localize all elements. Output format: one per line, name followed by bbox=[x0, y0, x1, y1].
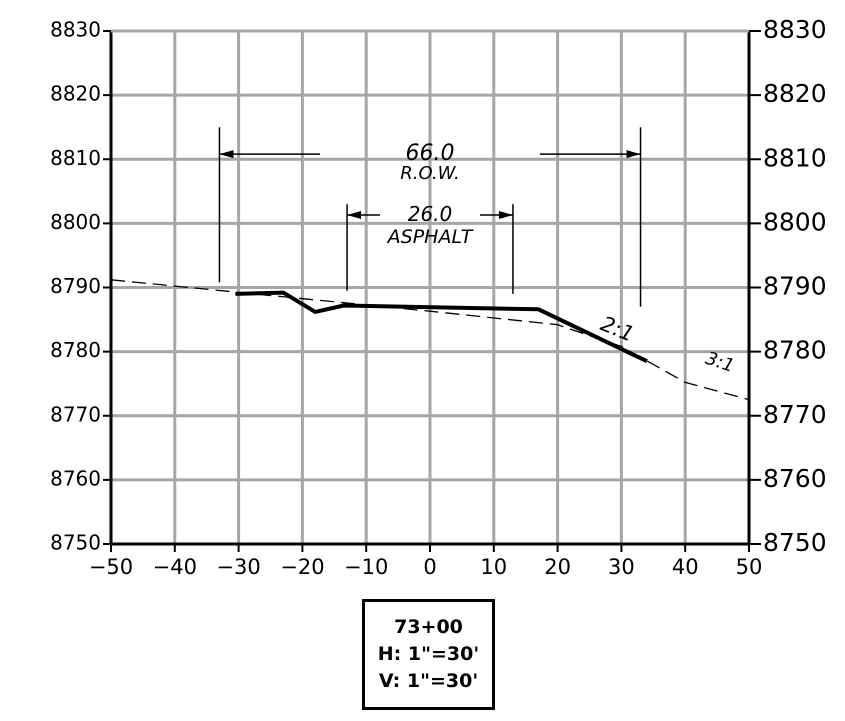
y-tick-label-left: 8800 bbox=[50, 210, 101, 234]
y-tick-label-right: 8830 bbox=[763, 15, 827, 44]
x-tick-label: 10 bbox=[480, 555, 507, 579]
y-tick-label-right: 8770 bbox=[763, 400, 827, 429]
x-tick-label: −40 bbox=[153, 555, 197, 579]
dimension-arrow-left bbox=[219, 150, 234, 159]
tick-labels: 8750 8750 8760 8760 8770 8770 8780 8780 8790 8790… bbox=[50, 15, 827, 579]
dimension-value: 66.0 bbox=[406, 141, 455, 166]
existing-ground-line bbox=[110, 279, 750, 401]
station-info-box: 73+00 H: 1"=30' V: 1"=30' bbox=[362, 599, 495, 710]
y-tick-label-left: 8760 bbox=[50, 466, 101, 490]
dimension-value: 26.0 bbox=[408, 202, 453, 226]
y-tick-label-left: 8820 bbox=[50, 82, 101, 106]
x-tick-label: −50 bbox=[89, 555, 133, 579]
grid bbox=[111, 31, 749, 544]
y-tick-label-right: 8820 bbox=[763, 79, 827, 108]
x-tick-label: −10 bbox=[344, 555, 388, 579]
y-tick-label-left: 8810 bbox=[50, 146, 101, 170]
plot-frame bbox=[103, 29, 761, 552]
dimension-label: ASPHALT bbox=[386, 226, 474, 248]
section-lines bbox=[110, 279, 750, 401]
x-tick-label: 30 bbox=[608, 555, 635, 579]
dimension-label: R.O.W. bbox=[400, 163, 459, 184]
station-label: 73+00 bbox=[394, 616, 463, 638]
y-tick-label-right: 8810 bbox=[763, 143, 827, 172]
dimension-arrow-right bbox=[498, 211, 513, 220]
x-tick-label: −20 bbox=[280, 555, 324, 579]
y-tick-label-left: 8780 bbox=[50, 338, 101, 362]
y-tick-label-left: 8830 bbox=[50, 18, 101, 42]
x-tick-label: 20 bbox=[544, 555, 571, 579]
slope-annotations: 2:13:1 bbox=[597, 312, 737, 377]
dimension-arrow-right bbox=[626, 150, 641, 159]
dimension-arrow-left bbox=[347, 211, 362, 220]
y-tick-label-right: 8780 bbox=[763, 336, 827, 365]
vertical-scale-label: V: 1"=30' bbox=[378, 670, 479, 692]
y-tick-label-right: 8790 bbox=[763, 272, 827, 301]
y-tick-label-left: 8750 bbox=[50, 531, 101, 555]
x-tick-label: 50 bbox=[736, 555, 763, 579]
y-tick-label-right: 8750 bbox=[763, 528, 827, 557]
y-tick-label-left: 8770 bbox=[50, 402, 101, 426]
y-tick-label-right: 8760 bbox=[763, 464, 827, 493]
horizontal-scale-label: H: 1"=30' bbox=[377, 643, 480, 665]
y-tick-label-left: 8790 bbox=[50, 274, 101, 298]
x-tick-label: −30 bbox=[216, 555, 260, 579]
x-tick-label: 40 bbox=[672, 555, 699, 579]
y-tick-label-right: 8800 bbox=[763, 207, 827, 236]
x-tick-label: 0 bbox=[423, 555, 436, 579]
proposed-section-line bbox=[235, 290, 648, 364]
